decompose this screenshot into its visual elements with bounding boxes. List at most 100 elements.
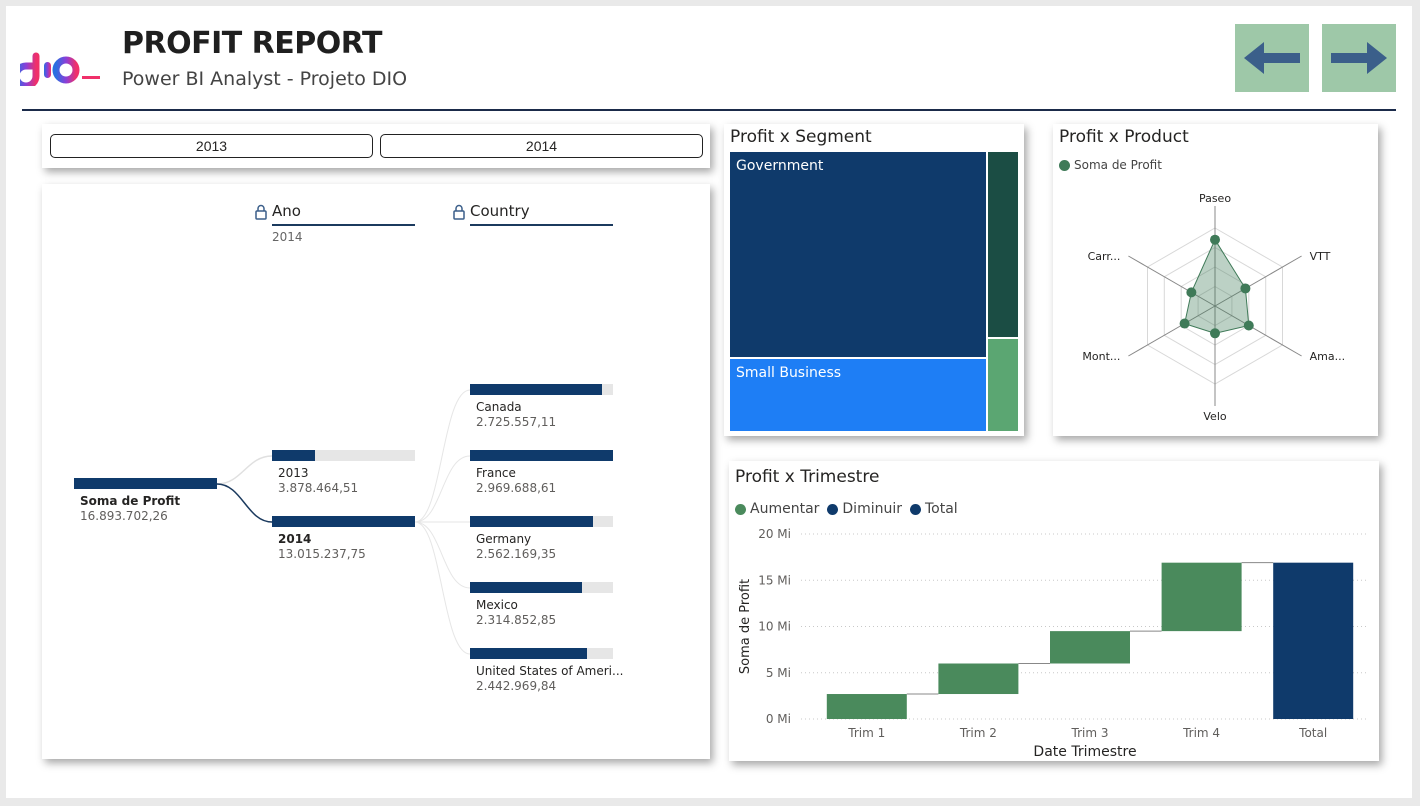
radar-point[interactable] — [1210, 328, 1220, 339]
treemap-cell-government[interactable]: Government — [730, 152, 986, 357]
legend-dot — [735, 503, 746, 515]
card-title: Profit x Segment — [730, 127, 872, 147]
node-value: 2.969.688,61 — [476, 481, 557, 495]
radar-axis-label: VTT — [1310, 250, 1331, 263]
radar-axis — [1214, 255, 1302, 307]
waterfall-legend: Aumentar Diminuir Total — [735, 501, 958, 517]
node-bar — [470, 648, 588, 659]
arrow-left-icon — [1244, 42, 1300, 74]
slicer-option-2014[interactable]: 2014 — [380, 134, 703, 158]
legend-label: Aumentar — [750, 501, 820, 517]
node-bar — [272, 516, 415, 527]
level-underline — [470, 224, 613, 226]
tree-node-root[interactable] — [74, 478, 217, 489]
radar-axis-label: Velo — [1203, 410, 1226, 423]
radar-legend: Soma de Profit — [1059, 158, 1162, 172]
node-bar — [74, 478, 217, 489]
dio-logo — [20, 52, 100, 86]
radar-axis — [1214, 305, 1302, 357]
radar-axis-label: Ama... — [1310, 350, 1345, 363]
radar-series-area — [1184, 238, 1250, 334]
node-bar — [470, 384, 602, 395]
tree-connectors — [216, 389, 471, 655]
radar-point[interactable] — [1240, 283, 1251, 294]
node-label: 2014 — [278, 532, 312, 546]
node-label: Mexico — [476, 598, 518, 612]
node-label: Soma de Profit — [80, 494, 181, 508]
waterfall-bar[interactable] — [1161, 562, 1242, 632]
waterfall-bar[interactable] — [1273, 562, 1354, 719]
node-value: 16.893.702,26 — [80, 509, 168, 523]
radar-point[interactable] — [1186, 287, 1197, 298]
radar-point[interactable] — [1179, 318, 1190, 329]
radar-axis-label: Paseo — [1199, 192, 1231, 205]
tree-node[interactable] — [470, 582, 613, 593]
treemap-cell-label: Small Business — [736, 365, 842, 381]
legend-label: Total — [925, 501, 958, 517]
level-selected-value: 2014 — [272, 230, 303, 244]
y-tick-label: 10 Mi — [758, 620, 791, 634]
level-underline — [272, 224, 415, 226]
slicer-option-2013[interactable]: 2013 — [50, 134, 373, 158]
page-subtitle: Power BI Analyst - Projeto DIO — [122, 68, 408, 90]
legend-label: Diminuir — [842, 501, 902, 517]
segment-treemap-card: Profit x Segment Government Small Busine… — [724, 124, 1024, 436]
card-title: Profit x Product — [1059, 127, 1189, 147]
tree-node[interactable] — [272, 450, 415, 461]
tree-node[interactable] — [470, 648, 613, 659]
radar-point[interactable] — [1210, 234, 1220, 245]
treemap-cell-label: Government — [736, 158, 824, 174]
node-value: 13.015.237,75 — [278, 547, 366, 561]
waterfall-bar[interactable] — [826, 694, 907, 719]
y-tick-label: 20 Mi — [758, 527, 791, 541]
waterfall-bar[interactable] — [1050, 631, 1130, 664]
node-bar — [470, 450, 613, 461]
treemap-cell-segment-3[interactable] — [988, 152, 1018, 337]
tree-node[interactable] — [272, 516, 415, 527]
prev-page-button[interactable] — [1235, 24, 1309, 92]
radar-chart: Paseo VTT Ama... Velo Mont... Carr... — [1082, 192, 1345, 423]
waterfall-chart: 0 Mi 5 Mi 10 Mi 15 Mi 20 Mi Soma de Profit Tri… — [738, 527, 1369, 759]
radar-axis — [1128, 305, 1216, 357]
arrow-right-icon — [1331, 42, 1387, 74]
treemap-cell-segment-4[interactable] — [988, 339, 1018, 431]
radar-point[interactable] — [1243, 320, 1254, 331]
page-title: PROFIT REPORT — [122, 26, 382, 61]
tree-node[interactable] — [470, 384, 613, 395]
header-divider — [22, 109, 1396, 111]
legend-label: Soma de Profit — [1074, 158, 1162, 172]
waterfall-bar[interactable] — [938, 663, 1019, 695]
node-bar — [470, 516, 593, 527]
year-slicer: 2013 2014 — [42, 124, 710, 168]
node-value: 2.562.169,35 — [476, 547, 557, 561]
level-header-ano[interactable]: Ano — [272, 202, 415, 226]
node-label: 2013 — [278, 466, 309, 480]
node-value: 3.878.464,51 — [278, 481, 359, 495]
legend-dot — [827, 503, 839, 515]
tree-node[interactable] — [470, 516, 613, 527]
x-tick-label: Trim 3 — [1071, 726, 1109, 740]
trimestre-waterfall-card: Profit x Trimestre Aumentar Diminuir Tot… — [729, 461, 1379, 761]
treemap-cell-small-business[interactable]: Small Business — [730, 359, 986, 431]
radar-axis-label: Mont... — [1082, 350, 1120, 363]
node-value: 2.725.557,11 — [476, 415, 557, 429]
node-bar — [272, 450, 315, 461]
x-axis-title: Date Trimestre — [1033, 744, 1136, 759]
tree-node[interactable] — [470, 450, 613, 461]
next-page-button[interactable] — [1322, 24, 1396, 92]
legend-dot — [1059, 159, 1070, 171]
y-axis-title: Soma de Profit — [738, 579, 753, 674]
lock-icon — [255, 204, 267, 220]
node-bar — [470, 582, 582, 593]
x-tick-label: Total — [1298, 726, 1327, 740]
level-header-country[interactable]: Country — [470, 202, 613, 226]
y-tick-label: 15 Mi — [758, 573, 791, 587]
x-tick-label: Trim 2 — [959, 726, 997, 740]
node-label: Canada — [476, 400, 522, 414]
product-radar-card: Profit x Product Soma de Profit Paseo VTT… — [1053, 124, 1378, 436]
x-tick-label: Trim 4 — [1182, 726, 1220, 740]
radar-axis-label: Carr... — [1088, 250, 1121, 263]
node-label: France — [476, 466, 516, 480]
y-tick-label: 0 Mi — [766, 712, 791, 726]
node-value: 2.314.852,85 — [476, 613, 557, 627]
